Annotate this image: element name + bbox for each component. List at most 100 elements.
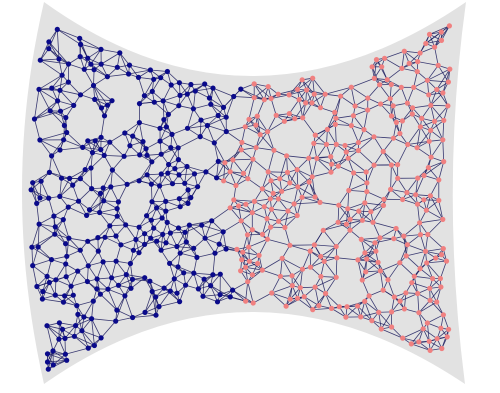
graph-edge [248,229,253,248]
graph-edge [301,79,315,95]
graph-edge [52,350,68,361]
right-partition-node [222,160,228,166]
right-partition-node [389,324,395,330]
graph-edge [187,108,194,129]
graph-edge [32,265,48,277]
right-partition-node [369,64,375,70]
right-partition-node [303,100,309,106]
left-partition-node [126,71,132,77]
left-partition-node [151,225,157,231]
graph-edge [225,126,246,132]
graph-edge [311,171,332,178]
left-partition-node [60,217,66,223]
left-partition-node [164,219,170,225]
left-partition-node [143,146,149,152]
right-partition-node [236,203,242,209]
right-partition-node [440,216,446,222]
right-partition-node [289,283,295,289]
graph-edge [285,296,305,307]
right-partition-node [333,274,339,280]
right-partition-node [259,231,266,237]
right-partition-node [397,260,403,266]
left-partition-node [91,342,97,349]
graph-edge [316,157,333,165]
graph-edge [331,307,347,318]
graph-edge [373,136,384,152]
graph-edge [390,188,408,193]
right-partition-node [277,176,283,182]
left-partition-node [220,104,227,110]
right-partition-node [401,306,407,312]
graph-edge [92,136,102,154]
right-partition-node [253,145,259,151]
graph-edge [37,233,56,248]
graph-edge [39,58,60,61]
graph-edge [347,189,350,210]
graph-edge [93,76,108,86]
left-partition-node [79,328,85,334]
graph-edge [53,206,69,217]
left-partition-node [144,152,150,158]
right-partition-node [261,97,267,103]
graph-edge [426,68,451,81]
right-partition-node [380,202,387,208]
graph-edge [47,353,68,361]
graph-edge [51,155,62,179]
left-partition-node [183,282,189,288]
left-partition-node [38,178,44,184]
right-partition-node [414,201,421,207]
graph-edge [312,77,326,95]
left-partition-node [184,91,190,97]
graph-edge [202,294,221,297]
graph-edge [296,196,303,216]
graph-edge [70,281,88,287]
right-partition-node [311,242,317,248]
left-partition-node [188,81,194,88]
left-partition-node [109,275,115,281]
graph-edge [115,295,126,322]
graph-edge [158,301,181,308]
right-partition-node [317,199,323,205]
left-partition-node [65,79,71,85]
right-partition-node [359,217,365,223]
graph-edge [382,151,392,166]
left-partition-node [176,103,182,109]
graph-edge [270,94,290,99]
graph-edge [55,263,67,281]
right-partition-node [416,310,422,316]
left-partition-node [36,86,42,92]
graph-edge [244,126,261,136]
graph-edge [54,219,64,235]
left-partition-node [101,152,107,158]
left-partition-node [167,230,173,236]
graph-edge [392,105,397,123]
graph-edge [83,68,94,86]
graph-edge [294,102,307,120]
left-partition-node [46,195,52,201]
left-partition-node [61,122,67,129]
right-partition-node [243,298,249,304]
graph-edge [425,248,444,252]
left-partition-node [73,323,79,329]
right-partition-node [343,221,349,227]
right-partition-node [373,57,380,63]
graph-edge [427,167,440,181]
right-partition-node [246,116,252,122]
graph-edge [335,95,342,119]
right-partition-node [332,121,338,127]
graph-edge [107,288,126,297]
graph-edge [206,116,227,126]
graph-edge [334,95,342,113]
graph-edge [288,79,303,96]
graph-edge [373,59,377,79]
left-partition-node [54,26,60,32]
left-partition-node [78,41,84,48]
left-partition-node [123,272,129,278]
graph-edge [399,244,408,264]
graph-edge [176,231,186,247]
left-partition-node [89,316,95,322]
graph-edge [38,88,61,91]
right-partition-node [438,325,444,331]
right-partition-node [338,93,344,99]
left-partition-node [175,145,181,151]
